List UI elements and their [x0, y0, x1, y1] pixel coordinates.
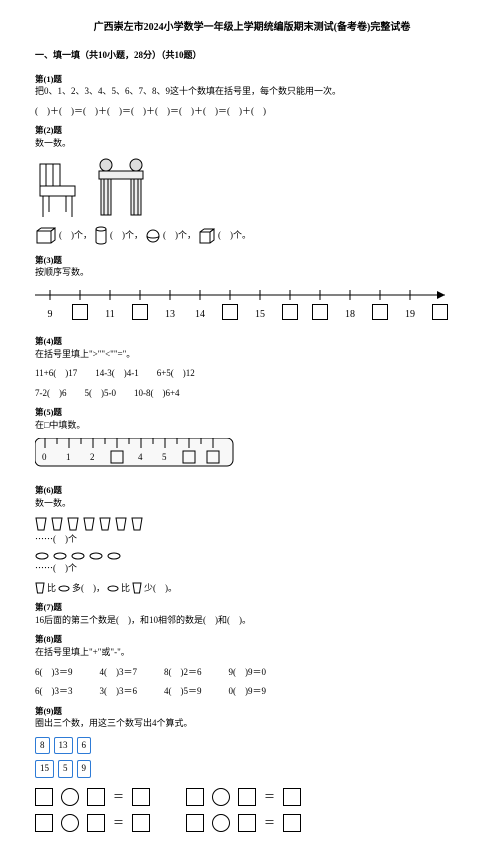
cup-icon [115, 517, 127, 531]
num-15: 15 [245, 307, 275, 322]
q4-r2: 7-2( )6 5( )5-0 10-8( )6+4 [35, 387, 469, 401]
num-box [432, 304, 448, 320]
cup-small-icon [132, 582, 142, 594]
equation-rows: ＝ ＝ ＝ ＝ [35, 788, 469, 832]
cup-icon [83, 517, 95, 531]
q4-head: 第(4)题 [35, 335, 469, 348]
q6-r3: 比 多( )， 比 少( )。 [35, 582, 469, 596]
saucer-icon [53, 552, 67, 560]
q2-label-row: ( )个， ( )个， ( )个， ( )个。 [35, 226, 469, 246]
q8-head: 第(8)题 [35, 633, 469, 646]
q3-head: 第(3)题 [35, 254, 469, 267]
num-13: 13 [155, 307, 185, 322]
num-box-13: 13 [54, 737, 73, 755]
q3-body: 按顺序写数。 [35, 266, 469, 280]
section-1-heading: 一、填一填（共10小题，28分）（共10题） [35, 49, 469, 63]
saucer-small-icon [58, 585, 70, 592]
num-box-6: 6 [77, 737, 92, 755]
cuboid-icon [35, 227, 57, 245]
cups-row-1 [35, 517, 469, 531]
num-box-5: 5 [58, 760, 73, 778]
cup-icon [67, 517, 79, 531]
num-box [222, 304, 238, 320]
q1-line1: 把0、1、2、3、4、5、6、7、8、9这十个数填在括号里，每个数只能用一次。 [35, 85, 469, 99]
num-19: 19 [395, 307, 425, 322]
q8-r2: 6( )3＝3 3( )3＝6 4( )5＝9 0( )9＝9 [35, 685, 469, 699]
label-b: ( )个， [110, 229, 143, 243]
num-box-15: 15 [35, 760, 54, 778]
ruler: 0 1 2 4 5 [35, 438, 469, 476]
num-11: 11 [95, 307, 125, 322]
eq-row-1: ＝ ＝ [35, 788, 469, 806]
cup-icon [99, 517, 111, 531]
page-title: 广西崇左市2024小学数学一年级上学期统编版期末测试(备考卷)完整试卷 [35, 20, 469, 35]
num-18: 18 [335, 307, 365, 322]
label-a: ( )个， [59, 229, 92, 243]
cup-icon [131, 517, 143, 531]
q6-head: 第(6)题 [35, 484, 469, 497]
saucer-icon [35, 552, 49, 560]
q5-body: 在□中填数。 [35, 419, 469, 433]
saucer-icon [107, 552, 121, 560]
chair-icon [35, 162, 85, 222]
q2-body: 数一数。 [35, 137, 469, 151]
q9-row2: 15 5 9 [35, 760, 469, 778]
saucer-icon [71, 552, 85, 560]
svg-text:2: 2 [90, 452, 95, 462]
num-box [312, 304, 328, 320]
q7-head: 第(7)题 [35, 601, 469, 614]
eq-row-2: ＝ ＝ [35, 814, 469, 832]
number-line: 9 11 13 14 15 18 19 [35, 286, 469, 325]
q1-line2: ( )＋( )＝( )＋( )＝( )＋( )＝( )＋( )＝( )＋( ) [35, 105, 469, 119]
q9-body: 圈出三个数，用这三个数写出4个算式。 [35, 717, 469, 731]
cup-icon [51, 517, 63, 531]
saucer-icon [89, 552, 103, 560]
q8-r1: 6( )3＝9 4( )3＝7 8( )2＝6 9( )9＝0 [35, 666, 469, 680]
q8-lead: 在括号里填上"+"或"-"。 [35, 646, 469, 660]
num-box-8: 8 [35, 737, 50, 755]
q6-r2: ⋯⋯( )个 [35, 562, 469, 576]
saucer-small-icon [107, 585, 119, 592]
num-box-9: 9 [77, 760, 92, 778]
q1-head: 第(1)题 [35, 73, 469, 86]
q4-lead: 在括号里填上">""<""="。 [35, 348, 469, 362]
q6-body: 数一数。 [35, 497, 469, 511]
number-line-labels: 9 11 13 14 15 18 19 [35, 304, 469, 325]
svg-text:0: 0 [42, 452, 47, 462]
num-box [72, 304, 88, 320]
q5-head: 第(5)题 [35, 406, 469, 419]
cube-icon [198, 227, 216, 245]
num-14: 14 [185, 307, 215, 322]
q6-r1: ⋯⋯( )个 [35, 533, 469, 547]
svg-text:5: 5 [162, 452, 167, 462]
q7-body: 16后面的第三个数是( )，和10相邻的数是( )和( )。 [35, 614, 469, 628]
num-box [372, 304, 388, 320]
cup-small-icon [35, 582, 45, 594]
saucers-row [35, 552, 469, 560]
num-9: 9 [35, 307, 65, 322]
svg-text:4: 4 [138, 452, 143, 462]
q2-figure-row [35, 157, 469, 222]
arch-spheres-icon [91, 157, 151, 222]
num-box [282, 304, 298, 320]
num-box [132, 304, 148, 320]
label-d: ( )个。 [218, 229, 251, 243]
q2-head: 第(2)题 [35, 124, 469, 137]
cup-icon [35, 517, 47, 531]
cylinder-icon [94, 226, 108, 246]
q9-head: 第(9)题 [35, 705, 469, 718]
svg-text:1: 1 [66, 452, 71, 462]
sphere-icon [145, 228, 161, 244]
label-c: ( )个， [163, 229, 196, 243]
q4-r1: 11+6( )17 14-3( )4-1 6+5( )12 [35, 367, 469, 381]
q9-row1: 8 13 6 [35, 737, 469, 755]
